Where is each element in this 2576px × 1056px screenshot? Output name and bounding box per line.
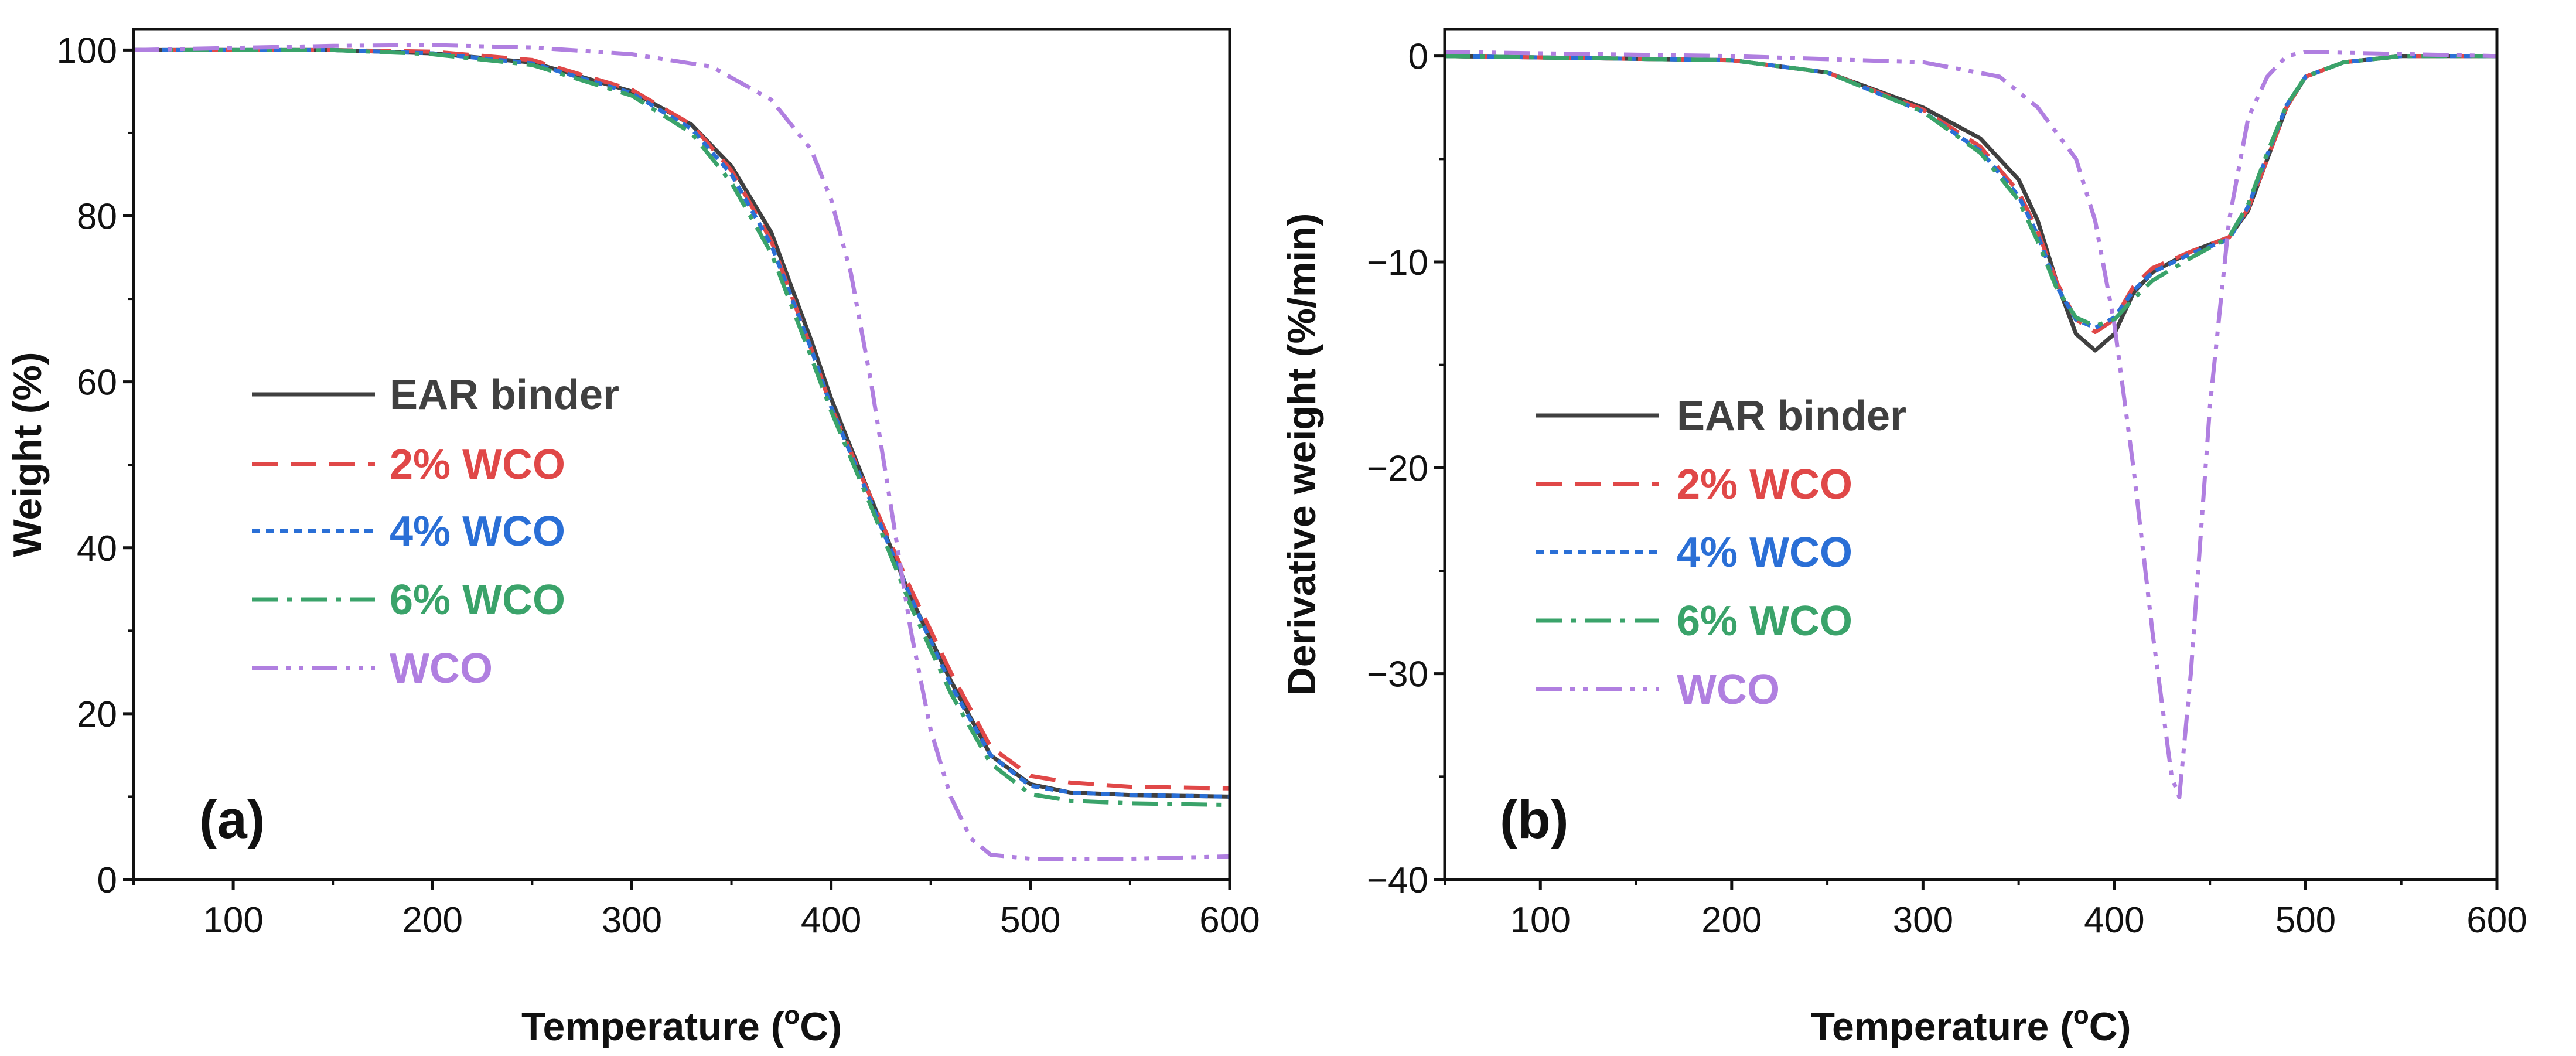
x-axis-title-degree: o xyxy=(784,1001,800,1030)
x-axis-title-unit: C) xyxy=(800,1004,842,1049)
legend-label: WCO xyxy=(1677,666,1780,713)
series-line-wco xyxy=(133,43,1230,861)
legend-label: EAR binder xyxy=(1677,393,1906,440)
x-axis-title-unit: C) xyxy=(2089,1004,2131,1049)
y-tick-label: 0 xyxy=(97,860,117,901)
series-line-6-wco xyxy=(134,47,1230,808)
x-tick-label: 600 xyxy=(1199,900,1260,941)
y-tick-label: 80 xyxy=(77,197,117,237)
series-line-2-wco xyxy=(1444,54,2497,334)
x-tick-label: 200 xyxy=(1701,900,1762,941)
y-tick-label: 20 xyxy=(77,694,117,735)
y-tick-label: 0 xyxy=(1408,37,1428,77)
legend-label: 2% WCO xyxy=(390,441,565,488)
x-tick-label: 100 xyxy=(203,900,263,941)
series-line-2-wco xyxy=(134,47,1230,791)
y-tick-label: −40 xyxy=(1367,860,1428,901)
series-line-ear-binder xyxy=(134,47,1230,799)
x-tick-label: 600 xyxy=(2466,900,2527,941)
x-tick-label: 500 xyxy=(2275,900,2336,941)
legend-label: 2% WCO xyxy=(1677,461,1852,508)
panel-b-derivative-chart: EAR binder 2% WCO 4% WCO 6% WCO WCO 100 200 300… xyxy=(1280,28,2527,1049)
x-axis-title: Temperature (oC) xyxy=(1810,1001,2131,1049)
series-line-wco xyxy=(1444,50,2497,799)
legend-label: 4% WCO xyxy=(390,508,565,555)
y-tick-label: −20 xyxy=(1367,448,1428,489)
x-axis-title-main: Temperature ( xyxy=(521,1004,784,1049)
x-axis-title-degree: o xyxy=(2073,1001,2089,1030)
x-tick-label: 500 xyxy=(1000,900,1060,941)
x-tick-label: 400 xyxy=(801,900,861,941)
legend-label: 4% WCO xyxy=(1677,529,1852,576)
panel-label: (a) xyxy=(199,790,265,850)
series-line-ear-binder xyxy=(1444,54,2497,353)
panel-label: (b) xyxy=(1500,790,1568,850)
x-tick-label: 100 xyxy=(1510,900,1571,941)
y-tick-label: −30 xyxy=(1367,655,1428,695)
series-line-6-wco xyxy=(1444,54,2497,328)
series-line-4-wco xyxy=(1444,54,2497,330)
y-tick-label: 60 xyxy=(77,363,117,403)
x-axis-title-main: Temperature ( xyxy=(1810,1004,2073,1049)
y-axis-title: Weight (%) xyxy=(5,352,50,557)
x-tick-label: 400 xyxy=(2084,900,2144,941)
legend-label: 6% WCO xyxy=(1677,598,1852,645)
legend-label: 6% WCO xyxy=(390,577,565,624)
y-tick-label: −10 xyxy=(1367,243,1428,283)
series-line-4-wco xyxy=(134,47,1230,799)
legend-label: WCO xyxy=(390,645,493,692)
x-tick-label: 300 xyxy=(1893,900,1953,941)
x-tick-label: 200 xyxy=(402,900,463,941)
y-tick-label: 40 xyxy=(77,529,117,569)
y-tick-label: 100 xyxy=(57,30,117,71)
plot-frame xyxy=(132,28,1231,881)
x-axis-title: Temperature (oC) xyxy=(521,1001,842,1049)
legend-label: EAR binder xyxy=(390,372,619,418)
plot-frame xyxy=(1443,28,2499,881)
y-axis-title: Derivative weight (%/min) xyxy=(1280,213,1324,696)
x-tick-label: 300 xyxy=(602,900,662,941)
